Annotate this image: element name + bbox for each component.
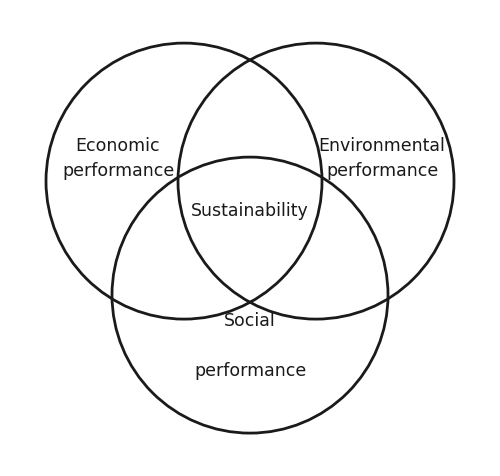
Text: Environmental
performance: Environmental performance [318,136,446,179]
Text: Sustainability: Sustainability [191,201,309,219]
Text: Social

performance: Social performance [194,312,306,380]
Text: Economic
performance: Economic performance [62,136,174,179]
